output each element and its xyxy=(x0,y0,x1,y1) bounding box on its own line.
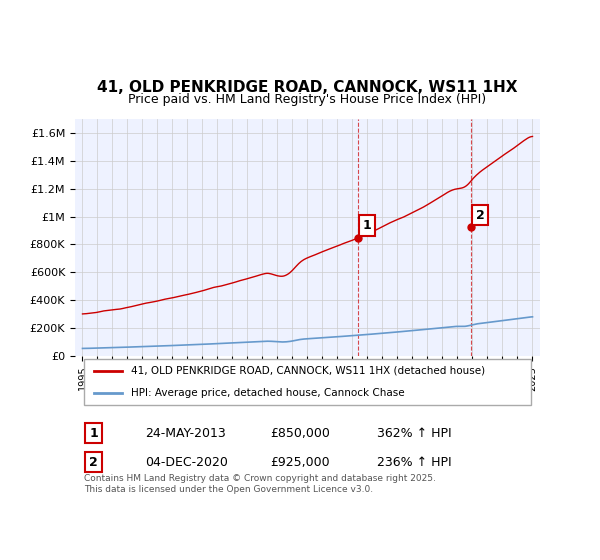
Text: 236% ↑ HPI: 236% ↑ HPI xyxy=(377,456,452,469)
FancyBboxPatch shape xyxy=(84,359,531,405)
Text: Contains HM Land Registry data © Crown copyright and database right 2025.
This d: Contains HM Land Registry data © Crown c… xyxy=(84,474,436,494)
Text: £925,000: £925,000 xyxy=(270,456,330,469)
Text: Price paid vs. HM Land Registry's House Price Index (HPI): Price paid vs. HM Land Registry's House … xyxy=(128,93,487,106)
Text: 2: 2 xyxy=(89,456,98,469)
Text: 24-MAY-2013: 24-MAY-2013 xyxy=(145,427,226,440)
Text: HPI: Average price, detached house, Cannock Chase: HPI: Average price, detached house, Cann… xyxy=(131,388,404,398)
Text: 41, OLD PENKRIDGE ROAD, CANNOCK, WS11 1HX (detached house): 41, OLD PENKRIDGE ROAD, CANNOCK, WS11 1H… xyxy=(131,366,485,376)
Text: 2: 2 xyxy=(476,209,485,222)
Text: 04-DEC-2020: 04-DEC-2020 xyxy=(145,456,227,469)
Text: 1: 1 xyxy=(363,219,371,232)
Text: 1: 1 xyxy=(89,427,98,440)
Text: 41, OLD PENKRIDGE ROAD, CANNOCK, WS11 1HX: 41, OLD PENKRIDGE ROAD, CANNOCK, WS11 1H… xyxy=(97,80,518,95)
Text: £850,000: £850,000 xyxy=(270,427,330,440)
Text: 362% ↑ HPI: 362% ↑ HPI xyxy=(377,427,452,440)
